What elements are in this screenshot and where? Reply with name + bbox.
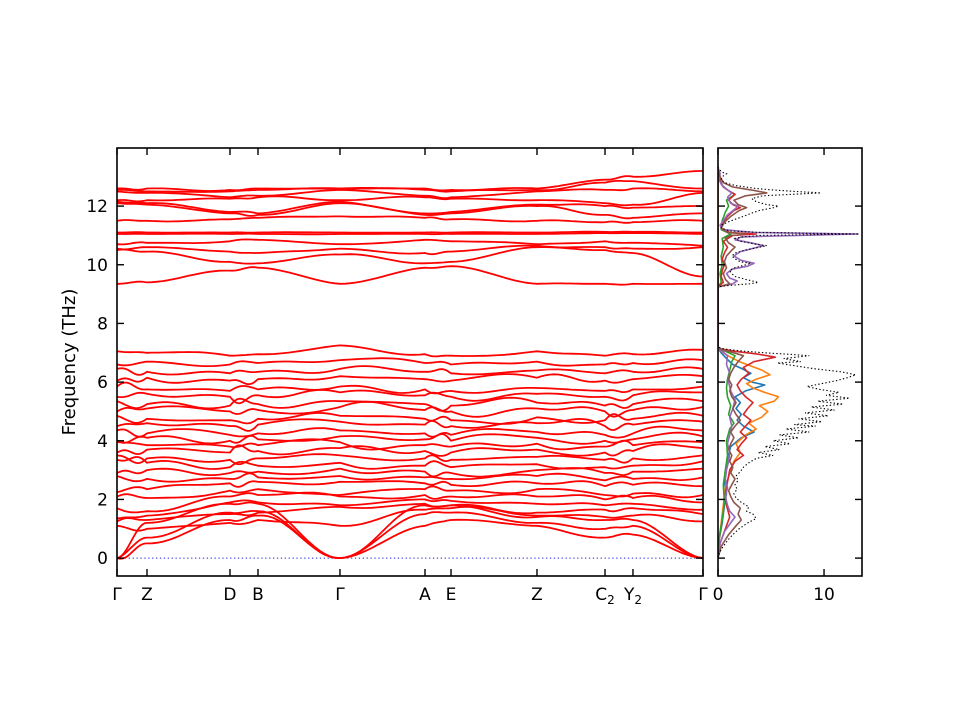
phonon-band-line bbox=[117, 365, 703, 376]
phonon-band-line bbox=[117, 357, 703, 368]
phonon-band-line bbox=[117, 425, 703, 439]
phonon-band-line bbox=[117, 505, 703, 532]
k-point-label: A bbox=[419, 585, 431, 605]
phonon-band-line bbox=[117, 373, 703, 386]
dos-x-tick-label: 10 bbox=[813, 585, 835, 605]
k-point-label: Z bbox=[531, 585, 543, 605]
phonon-band-line bbox=[117, 202, 703, 220]
dos-x-tick-label: 0 bbox=[713, 585, 724, 605]
phonon-band-line bbox=[117, 191, 703, 207]
phonon-band-line bbox=[117, 443, 703, 457]
pdos-purple-curve bbox=[718, 167, 859, 559]
phonon-band-line bbox=[117, 491, 703, 514]
phonon-band-line bbox=[117, 169, 703, 192]
k-point-label: Γ bbox=[335, 585, 345, 605]
total-dos-curve bbox=[718, 166, 860, 559]
phonon-band-line bbox=[117, 265, 703, 286]
k-point-label: Γ bbox=[112, 585, 122, 605]
phonon-band-line bbox=[117, 431, 703, 445]
phonon-band-line bbox=[117, 438, 703, 451]
phonon-band-line bbox=[117, 388, 703, 405]
band-panel-border bbox=[116, 147, 704, 577]
k-point-label: E bbox=[446, 585, 457, 605]
y-tick-label: 4 bbox=[97, 432, 108, 452]
phonon-band-line bbox=[117, 480, 703, 494]
phonon-band-line bbox=[117, 514, 703, 560]
phonon-band-line bbox=[117, 453, 703, 466]
y-tick-label: 10 bbox=[86, 256, 108, 276]
phonon-band-line bbox=[117, 411, 703, 425]
k-point-label: Y2 bbox=[623, 585, 642, 607]
y-tick-label: 12 bbox=[86, 197, 108, 217]
phonon-band-line bbox=[117, 472, 703, 483]
k-point-label: Z bbox=[141, 585, 153, 605]
k-point-label: B bbox=[252, 585, 264, 605]
phonon-band-line bbox=[117, 232, 703, 236]
y-tick-label: 0 bbox=[97, 549, 108, 569]
phonon-band-line bbox=[117, 215, 703, 224]
pdos-brown-curve bbox=[718, 170, 768, 559]
phonon-band-line bbox=[117, 456, 703, 470]
y-tick-label: 6 bbox=[97, 373, 108, 393]
band-structure-lines bbox=[117, 169, 703, 560]
phonon-band-line bbox=[117, 510, 703, 559]
k-point-label: C2 bbox=[595, 585, 615, 607]
phonon-band-line bbox=[117, 417, 703, 432]
phonon-band-line bbox=[117, 396, 703, 412]
y-tick-label: 2 bbox=[97, 490, 108, 510]
phonon-band-line bbox=[117, 238, 703, 247]
phonon-band-line bbox=[117, 179, 703, 193]
phonon-band-line bbox=[117, 246, 703, 278]
phonon-band-line bbox=[117, 498, 703, 520]
y-axis-label: Frequency (THz) bbox=[59, 289, 80, 436]
dos-curves bbox=[718, 166, 860, 559]
phonon-band-line bbox=[117, 381, 703, 395]
k-point-label: Γ bbox=[698, 585, 708, 605]
phonon-band-line bbox=[117, 230, 703, 234]
y-tick-label: 8 bbox=[97, 314, 108, 334]
phonon-band-line bbox=[117, 244, 703, 256]
phonon-band-line bbox=[117, 485, 703, 499]
phonon-band-line bbox=[117, 200, 703, 215]
pdos-green-curve bbox=[718, 167, 736, 559]
phonon-band-line bbox=[117, 344, 703, 358]
phonon-band-line bbox=[117, 502, 703, 523]
phonon-band-line bbox=[117, 467, 703, 478]
k-point-label: D bbox=[223, 585, 236, 605]
dos-panel-border bbox=[717, 147, 863, 577]
phonon-band-line bbox=[117, 187, 703, 200]
